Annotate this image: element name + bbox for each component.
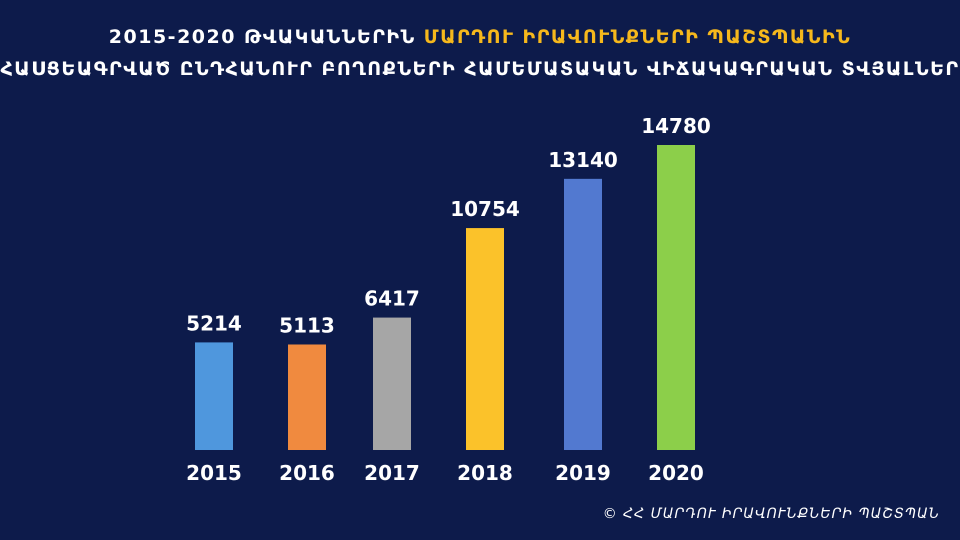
bar-2020: [657, 145, 695, 450]
title-highlight: ՄԱՐԴՈՒ ԻՐԱՎՈՒՆՔՆԵՐԻ ՊԱՇՏՊԱՆԻՆ: [423, 26, 852, 48]
value-label-2019: 13140: [548, 148, 618, 172]
category-label-2016: 2016: [279, 461, 335, 485]
chart-title-line1: 2015-2020 ԹՎԱԿԱՆՆԵՐԻՆ ՄԱՐԴՈՒ ԻՐԱՎՈՒՆՔՆԵՐ…: [0, 26, 960, 48]
value-label-2015: 5214: [186, 311, 242, 335]
title-prefix: 2015-2020 ԹՎԱԿԱՆՆԵՐԻՆ: [108, 26, 424, 48]
category-label-2020: 2020: [648, 461, 704, 485]
bar-2017: [373, 317, 411, 450]
value-label-2018: 10754: [450, 197, 520, 221]
category-label-2018: 2018: [457, 461, 513, 485]
value-label-2017: 6417: [364, 287, 420, 311]
bar-2019: [564, 178, 602, 451]
category-label-2015: 2015: [186, 461, 242, 485]
copyright-credit: © ՀՀ ՄԱՐԴՈՒ ԻՐԱՎՈՒՆՔՆԵՐԻ ՊԱՇՏՊԱՆ: [602, 506, 940, 522]
category-label-2017: 2017: [364, 461, 420, 485]
value-label-2016: 5113: [279, 313, 335, 337]
bar-2018: [466, 228, 504, 450]
bar-2015: [195, 342, 233, 450]
value-label-2020: 14780: [641, 114, 711, 138]
chart-title-line2: ՀԱՍՑԵԱԳՐՎԱԾ ԸՆԴՀԱՆՈՒՐ ԲՈՂՈՔՆԵՐԻ ՀԱՄԵՄԱՏԱ…: [0, 58, 960, 80]
category-label-2019: 2019: [555, 461, 611, 485]
bar-2016: [288, 344, 326, 450]
